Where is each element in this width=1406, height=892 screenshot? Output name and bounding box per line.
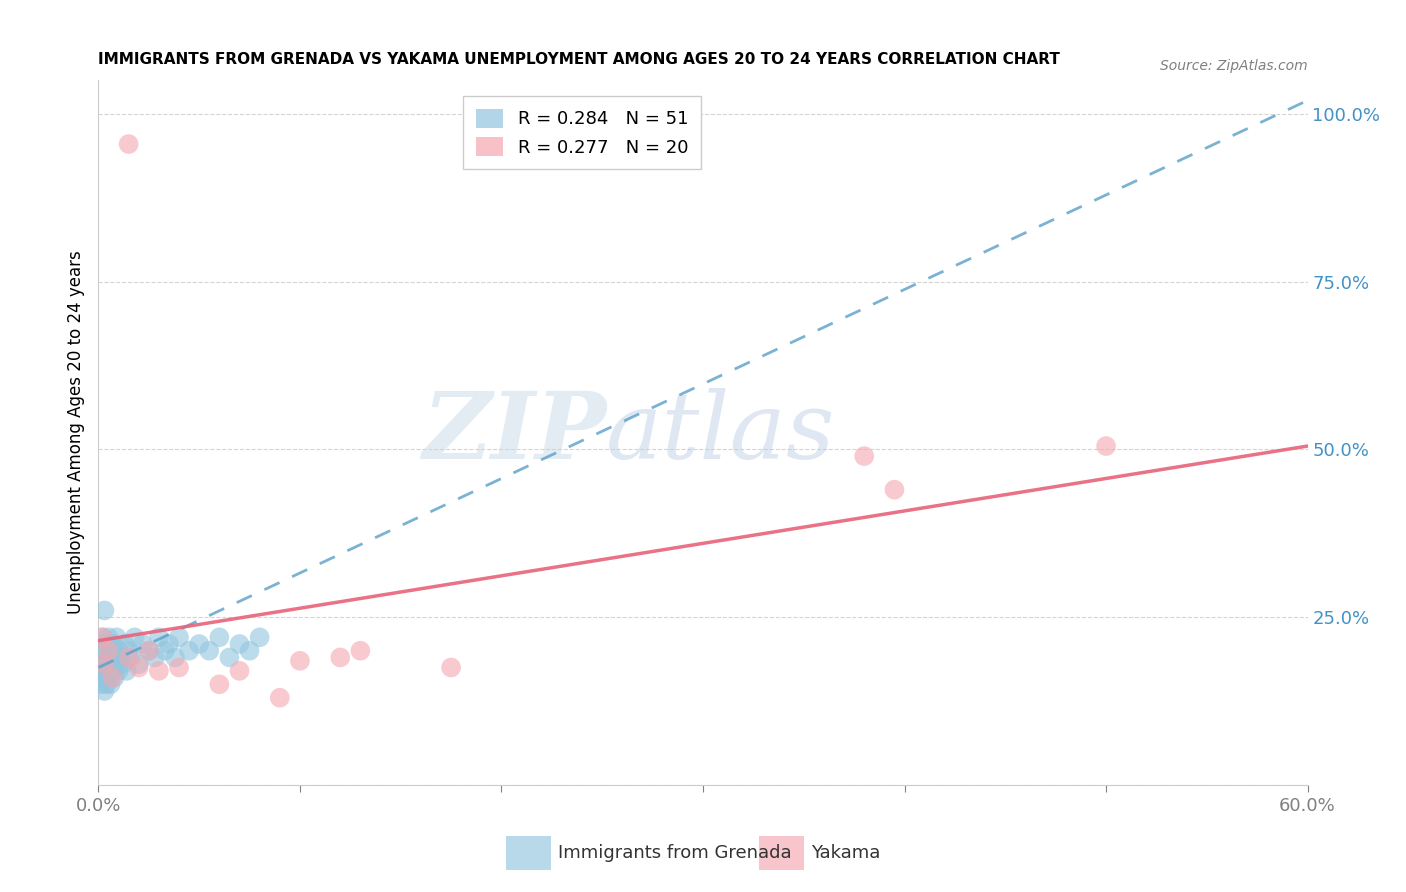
Point <box>208 677 231 691</box>
Point <box>118 650 141 665</box>
Point <box>111 657 134 672</box>
Point <box>114 637 136 651</box>
Point <box>853 449 876 463</box>
Point <box>97 650 120 665</box>
Point <box>143 650 166 665</box>
Point <box>93 684 115 698</box>
Point <box>91 671 114 685</box>
Point <box>138 644 160 658</box>
Point <box>100 677 122 691</box>
Point <box>228 664 250 678</box>
Point <box>120 650 142 665</box>
Point <box>138 644 160 658</box>
Point <box>91 657 114 672</box>
Point <box>101 637 124 651</box>
Point <box>97 644 120 658</box>
Point <box>188 637 211 651</box>
Point <box>148 664 170 678</box>
Point <box>89 644 111 658</box>
Point <box>132 637 155 651</box>
Point <box>118 644 141 658</box>
Point <box>103 650 125 665</box>
Point <box>96 677 118 691</box>
Point <box>349 644 371 658</box>
Text: Yakama: Yakama <box>811 844 880 862</box>
Point <box>96 664 118 678</box>
Point <box>208 630 231 644</box>
Point <box>93 644 115 658</box>
Point <box>110 650 132 665</box>
Point <box>103 671 125 685</box>
Point <box>96 637 118 651</box>
Point <box>269 690 291 705</box>
Point <box>101 671 124 685</box>
Point <box>91 630 114 644</box>
Point <box>218 650 240 665</box>
Point <box>87 664 110 678</box>
Point <box>93 657 115 672</box>
Point <box>1095 439 1118 453</box>
Point <box>89 677 111 691</box>
Point <box>115 664 138 678</box>
Point <box>239 644 262 658</box>
Point <box>124 630 146 644</box>
Point <box>91 630 114 644</box>
Text: IMMIGRANTS FROM GRENADA VS YAKAMA UNEMPLOYMENT AMONG AGES 20 TO 24 YEARS CORRELA: IMMIGRANTS FROM GRENADA VS YAKAMA UNEMPL… <box>98 52 1060 67</box>
Point <box>93 671 115 685</box>
Point <box>97 671 120 685</box>
Point <box>128 657 150 672</box>
Point <box>167 630 190 644</box>
Point <box>93 603 115 617</box>
Point <box>249 630 271 644</box>
Point <box>163 650 186 665</box>
Text: Source: ZipAtlas.com: Source: ZipAtlas.com <box>1160 59 1308 73</box>
Point <box>179 644 201 658</box>
Point <box>118 136 141 151</box>
Point <box>107 644 129 658</box>
Point <box>100 644 122 658</box>
Point <box>440 660 463 674</box>
Point <box>148 630 170 644</box>
Point <box>101 664 124 678</box>
Point <box>288 654 311 668</box>
Text: atlas: atlas <box>606 388 835 477</box>
Point <box>128 660 150 674</box>
Point <box>167 660 190 674</box>
Point <box>198 644 221 658</box>
Point <box>97 630 120 644</box>
Point <box>153 644 176 658</box>
Y-axis label: Unemployment Among Ages 20 to 24 years: Unemployment Among Ages 20 to 24 years <box>66 251 84 615</box>
Point <box>329 650 352 665</box>
Point <box>105 630 128 644</box>
Text: Immigrants from Grenada: Immigrants from Grenada <box>558 844 792 862</box>
Point <box>228 637 250 651</box>
Point <box>883 483 905 497</box>
Legend: R = 0.284   N = 51, R = 0.277   N = 20: R = 0.284 N = 51, R = 0.277 N = 20 <box>464 96 700 169</box>
Point <box>93 657 115 672</box>
Text: ZIP: ZIP <box>422 388 606 477</box>
Point <box>107 664 129 678</box>
Point <box>157 637 180 651</box>
Point <box>105 657 128 672</box>
